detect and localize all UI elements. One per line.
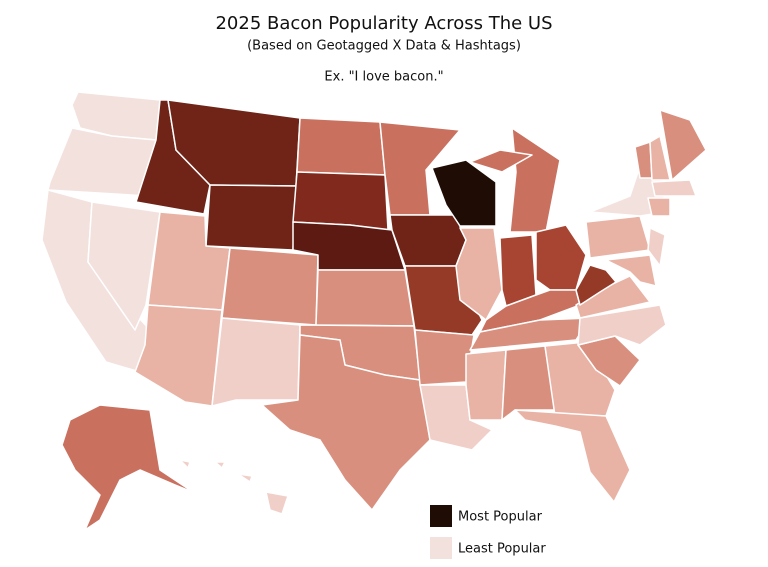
state bbox=[179, 459, 191, 469]
state bbox=[261, 334, 431, 511]
state bbox=[211, 317, 301, 407]
legend-swatch bbox=[430, 537, 452, 559]
state bbox=[465, 349, 507, 421]
state bbox=[649, 135, 671, 181]
state bbox=[315, 269, 415, 327]
state bbox=[605, 254, 657, 287]
state bbox=[501, 345, 556, 421]
state bbox=[651, 179, 697, 197]
state bbox=[659, 109, 707, 181]
state bbox=[414, 329, 475, 386]
state bbox=[575, 264, 617, 306]
legend-swatch bbox=[430, 505, 452, 527]
map-subtitle: (Based on Geotagged X Data & Hashtags) bbox=[247, 39, 521, 54]
state bbox=[296, 117, 386, 176]
state bbox=[469, 149, 533, 173]
legend: Most Popular Least Popular bbox=[430, 505, 546, 559]
state bbox=[205, 184, 297, 251]
state bbox=[61, 404, 213, 531]
map-title: 2025 Bacon Popularity Across The US bbox=[215, 13, 552, 34]
legend-label: Least Popular bbox=[458, 542, 546, 557]
state bbox=[535, 224, 587, 291]
state bbox=[47, 127, 157, 197]
state bbox=[647, 197, 671, 217]
state bbox=[509, 127, 561, 233]
state bbox=[577, 304, 667, 346]
state bbox=[221, 247, 319, 326]
state bbox=[647, 227, 666, 267]
state bbox=[87, 201, 161, 331]
state bbox=[237, 473, 253, 483]
state bbox=[514, 409, 631, 503]
state bbox=[455, 227, 503, 321]
state bbox=[499, 234, 537, 307]
state bbox=[265, 491, 289, 515]
state bbox=[214, 461, 226, 469]
state bbox=[134, 304, 223, 407]
state bbox=[292, 171, 389, 231]
states bbox=[41, 91, 707, 531]
annotation: Ex. "I love bacon." bbox=[324, 70, 443, 85]
state bbox=[431, 159, 497, 227]
state bbox=[585, 215, 651, 259]
legend-label: Most Popular bbox=[458, 510, 543, 525]
